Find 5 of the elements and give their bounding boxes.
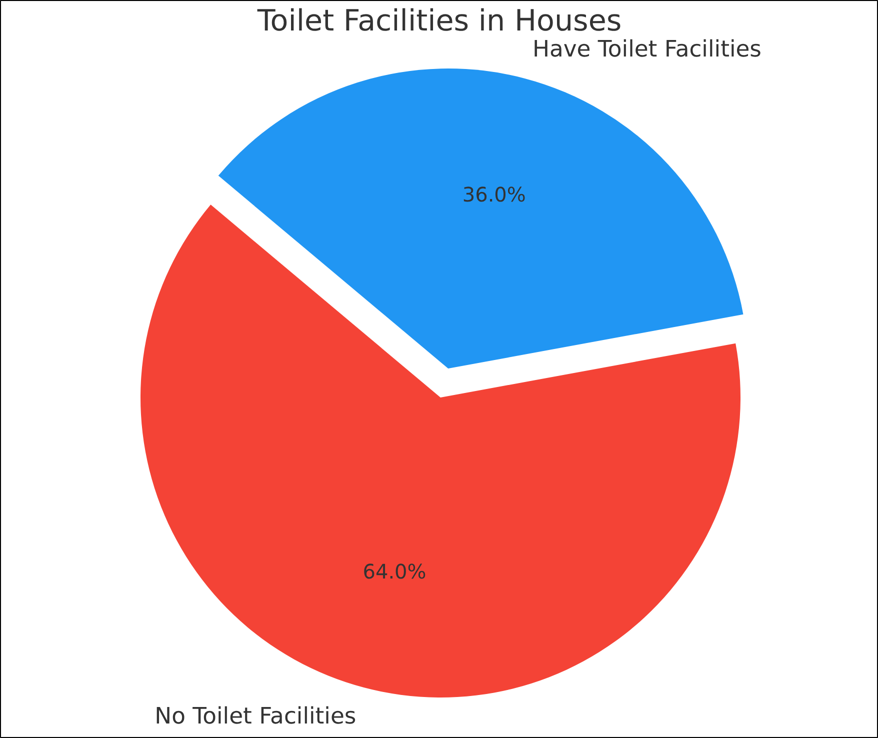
- data-label: 36.0%: [462, 182, 526, 206]
- chart-title: Toilet Facilities in Houses: [256, 4, 622, 38]
- slice-label: No Toilet Facilities: [154, 704, 356, 730]
- slice-label: Have Toilet Facilities: [532, 36, 762, 62]
- data-label: 64.0%: [362, 560, 426, 584]
